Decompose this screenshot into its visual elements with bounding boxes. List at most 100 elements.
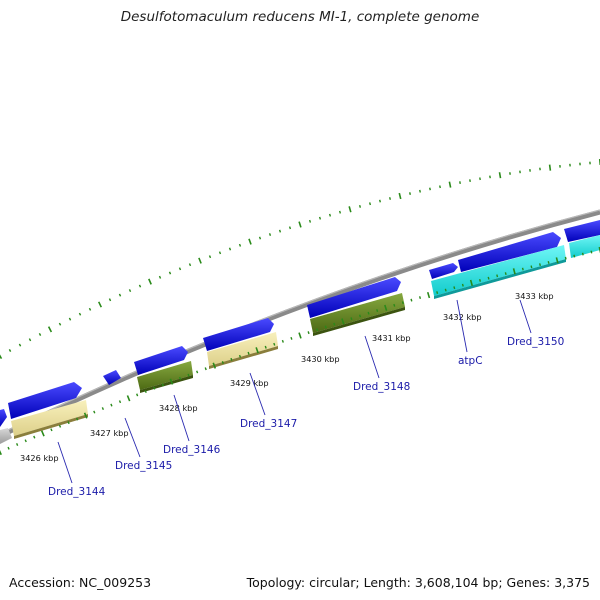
ruler-tick [324, 325, 327, 329]
ruler-tick [221, 361, 224, 364]
ruler-tick [389, 197, 391, 200]
ruler-tick [401, 301, 404, 305]
ruler-tick [83, 412, 88, 419]
tick-label: 3431 kbp [372, 333, 411, 343]
ruler-tick [273, 342, 276, 346]
ruler-tick [410, 298, 413, 302]
ruler-tick [573, 254, 576, 258]
ruler-tick [419, 189, 421, 193]
cds-track [0, 220, 600, 427]
ruler-tick [426, 291, 431, 299]
ruler-tick [78, 312, 82, 316]
ruler-tick [290, 336, 293, 340]
ruler-tick [178, 376, 182, 380]
cds-feature [458, 232, 561, 272]
gene-label-dred-3147: Dred_3147 [240, 418, 297, 430]
gene-label-atpc: atpC [458, 355, 483, 367]
ruler-tick [136, 393, 139, 397]
ruler-tick [278, 229, 282, 233]
ruler-tick [384, 304, 388, 312]
ruler-tick [212, 362, 217, 369]
ruler-tick [530, 265, 533, 269]
ruler-tick [230, 357, 233, 361]
ruler-tick [187, 373, 190, 377]
ruler-tick [228, 247, 232, 251]
cds-feature [103, 370, 121, 385]
cds-feature [564, 220, 600, 242]
topology-text: Topology: circular; Length: 3,608,104 bp… [246, 575, 590, 590]
gene-label-dred-3144: Dred_3144 [48, 486, 106, 498]
ruler-tick [590, 250, 593, 254]
ruler-tick [188, 263, 192, 267]
yellow-feature [11, 400, 88, 436]
gene-label-dred-3150: Dred_3150 [507, 336, 564, 348]
ruler-tick [247, 351, 250, 355]
tick-label: 3427 kbp [90, 428, 129, 438]
ruler-tick [504, 272, 507, 275]
ruler-tick [38, 333, 42, 336]
ruler-tick [429, 187, 431, 191]
ruler-tick [28, 338, 32, 342]
tick-labels: 3426 kbp 3427 kbp 3428 kbp 3429 kbp 3430… [20, 291, 554, 463]
ruler-tick [178, 267, 182, 271]
ruler-tick [512, 268, 516, 275]
ruler-tick [108, 298, 112, 302]
ruler-tick [169, 378, 174, 385]
inner-tick-ruler [0, 246, 600, 456]
ruler-tick [348, 206, 352, 213]
gene-labels: Dred_3144 Dred_3145 Dred_3146 Dred_3147 … [48, 336, 564, 498]
ruler-tick [7, 446, 10, 450]
ruler-tick [521, 267, 524, 271]
ruler-tick [341, 318, 345, 325]
ruler-tick [0, 354, 3, 360]
ruler-tick [298, 221, 302, 228]
ruler-tick [439, 185, 441, 189]
ruler-tick [97, 301, 103, 308]
ruler-tick [58, 424, 62, 428]
ruler-tick [144, 390, 147, 394]
cds-feature [307, 277, 401, 318]
ruler-tick [478, 279, 482, 282]
outer-dotted-ring [0, 158, 600, 360]
ruler-tick [158, 275, 162, 279]
ruler-tick [469, 279, 474, 286]
yellow-feature [207, 332, 278, 366]
ruler-tick [548, 164, 552, 171]
ruler-tick [0, 450, 2, 456]
ruler-tick [264, 345, 267, 349]
ruler-tick [448, 181, 452, 188]
accession-text: Accession: NC_009253 [9, 575, 152, 590]
ruler-tick [333, 322, 336, 326]
ruler-tick [33, 435, 36, 439]
gray-feature [0, 428, 12, 444]
cyan-feature [569, 235, 600, 258]
ruler-tick [418, 296, 422, 300]
ruler-tick [47, 326, 53, 333]
ruler-tick [15, 443, 19, 446]
ruler-tick [88, 307, 92, 311]
cds-feature [203, 318, 274, 351]
figure-title: Desulfotomaculum reducens MI-1, complete… [120, 9, 480, 25]
tick-label: 3429 kbp [230, 378, 269, 388]
ruler-tick [378, 199, 382, 203]
tick-label: 3430 kbp [301, 354, 340, 364]
ruler-tick [218, 251, 222, 255]
ruler-tick [68, 317, 72, 321]
ruler-tick [459, 181, 461, 184]
ruler-tick [409, 192, 411, 195]
ruler-tick [367, 311, 370, 315]
cds-feature [429, 263, 458, 279]
ruler-tick [208, 255, 212, 259]
gene-label-dred-3145: Dred_3145 [115, 460, 172, 472]
gene-label-dred-3146: Dred_3146 [163, 444, 221, 456]
ruler-tick [58, 322, 62, 326]
ruler-tick [118, 293, 122, 297]
ruler-tick [547, 261, 550, 264]
ruler-tick [307, 331, 310, 335]
ruler-tick [248, 238, 252, 245]
cds-feature [0, 409, 7, 427]
ruler-tick [368, 202, 372, 206]
ruler-tick [581, 252, 584, 256]
ruler-tick [318, 216, 322, 220]
